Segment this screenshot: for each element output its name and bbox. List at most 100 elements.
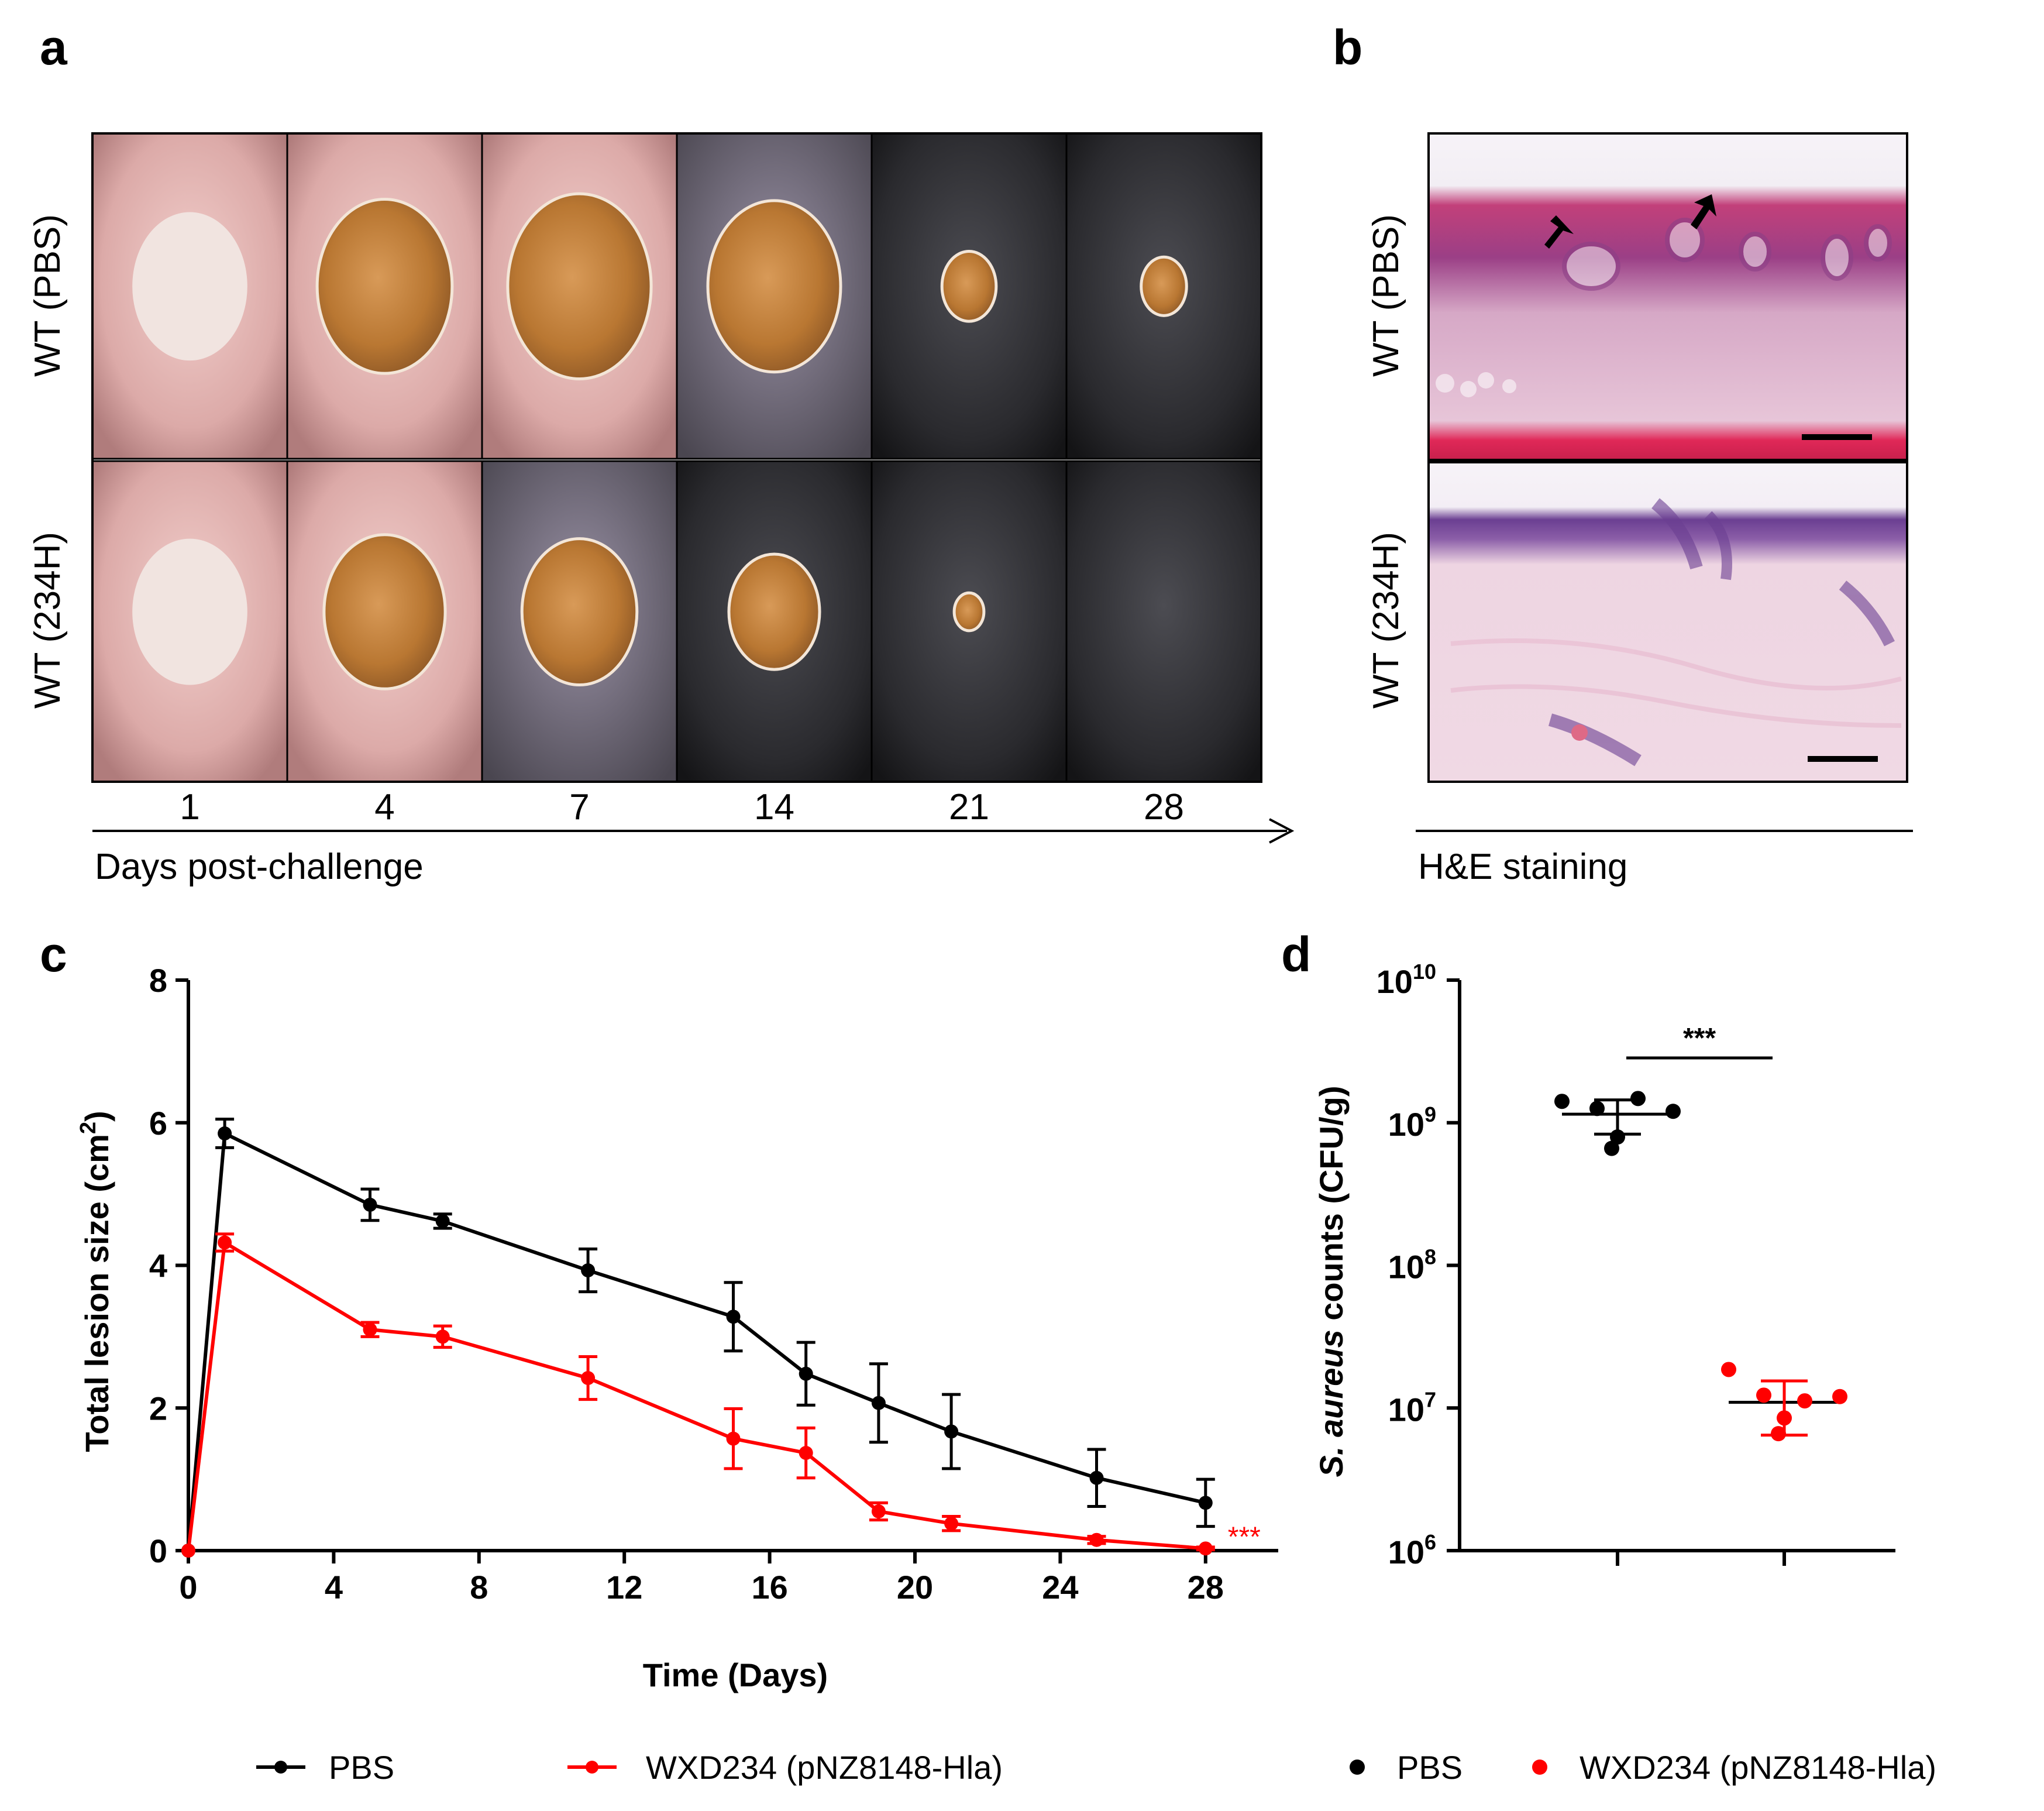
y-tick-label: 106	[1388, 1530, 1436, 1571]
data-point	[1089, 1532, 1104, 1547]
lesion-mark	[706, 199, 842, 374]
lesion-mark	[315, 197, 454, 375]
lesion-mark	[940, 250, 998, 323]
days-axis-caption: Days post-challenge	[95, 847, 424, 887]
data-point	[944, 1424, 959, 1439]
data-point	[1630, 1091, 1646, 1106]
data-point	[1666, 1104, 1681, 1119]
legend-c-marker-pbs	[274, 1761, 287, 1774]
lesion-size-chart: Total lesion size (cm2) Time (Days) 0246…	[76, 962, 1278, 1693]
y-tick-base: 10	[1388, 1249, 1424, 1286]
data-point	[944, 1516, 959, 1531]
photo-grid-border	[91, 132, 1262, 783]
panel-b-row-label-234h: WT (234H)	[1366, 532, 1406, 709]
day-labels: 1 4 7 14 21 28	[180, 787, 1184, 827]
legend-d-label-pbs: PBS	[1397, 1749, 1463, 1786]
y-tick-base: 10	[1388, 1534, 1424, 1571]
day-label: 4	[374, 787, 394, 827]
data-point	[1198, 1541, 1213, 1556]
chart-d-ylabel-rest: counts (CFU/g)	[1313, 1086, 1350, 1330]
arrow-icon	[1691, 194, 1716, 229]
chart-c-ylabel-sup: 2	[76, 1122, 101, 1134]
day-label: 21	[949, 787, 989, 827]
y-tick-label: 0	[149, 1532, 167, 1569]
lesion-mark	[132, 212, 247, 361]
panel-label-d: d	[1281, 927, 1311, 982]
y-tick-label: 6	[149, 1105, 167, 1142]
panel-b: WT (PBS) WT (234H) H&E sta	[1366, 132, 1913, 887]
x-tick-label: 4	[325, 1569, 343, 1606]
data-point	[1721, 1362, 1736, 1377]
data-point	[1777, 1410, 1792, 1426]
he-texture-pbs	[1436, 218, 1892, 397]
data-point	[1797, 1393, 1812, 1409]
data-point	[181, 1544, 195, 1558]
data-point	[799, 1446, 813, 1461]
data-point	[218, 1126, 232, 1141]
days-axis-arrow-icon	[1269, 818, 1295, 844]
day-label: 28	[1144, 787, 1184, 827]
data-point	[1604, 1140, 1619, 1156]
data-point	[218, 1235, 232, 1250]
y-tick-exponent: 7	[1424, 1387, 1436, 1411]
lesion-mark	[952, 591, 986, 633]
mouse-photo	[1065, 460, 1262, 783]
data-point	[726, 1310, 741, 1324]
y-tick-label: 1010	[1377, 960, 1436, 1000]
y-tick-base: 10	[1388, 1106, 1424, 1143]
y-tick-exponent: 6	[1424, 1530, 1436, 1554]
data-point	[363, 1322, 377, 1337]
arrow-icon	[1544, 215, 1574, 249]
legend-d-marker-pbs	[1350, 1760, 1365, 1775]
x-tick-label: 28	[1188, 1569, 1224, 1606]
data-point	[435, 1329, 450, 1344]
x-tick-label: 20	[897, 1569, 933, 1606]
y-tick-label: 107	[1388, 1387, 1436, 1428]
significance-annotation: ***	[1683, 1023, 1716, 1054]
y-tick-exponent: 10	[1413, 960, 1436, 984]
data-point	[1832, 1389, 1847, 1404]
data-point	[726, 1431, 741, 1446]
legend-d-label-wxd: WXD234 (pNZ8148-Hla)	[1580, 1749, 1936, 1786]
scale-bar-pbs	[1802, 434, 1872, 440]
chart-d-ylabel-italic: S. aureus	[1313, 1329, 1350, 1477]
data-point	[871, 1504, 886, 1518]
y-tick-label: 8	[149, 962, 167, 999]
lesion-mark	[322, 533, 447, 690]
legend-c-label-pbs: PBS	[329, 1749, 394, 1786]
y-tick-exponent: 8	[1424, 1245, 1436, 1269]
data-point	[799, 1366, 813, 1381]
data-point	[581, 1371, 596, 1386]
panel-a-row-label-234h: WT (234H)	[27, 532, 68, 709]
chart-d-ylabel: S. aureus counts (CFU/g)	[1313, 1086, 1350, 1477]
data-point	[1089, 1470, 1104, 1485]
data-point	[871, 1396, 886, 1410]
legend-c: PBS WXD234 (pNZ8148-Hla)	[256, 1749, 1003, 1786]
y-tick-label: 2	[149, 1390, 167, 1427]
legend-c-label-wxd: WXD234 (pNZ8148-Hla)	[646, 1749, 1003, 1786]
significance-annotation: ***	[1228, 1521, 1261, 1552]
data-point	[1771, 1426, 1786, 1442]
data-point	[363, 1197, 377, 1212]
data-point	[1554, 1094, 1570, 1109]
y-tick-base: 10	[1377, 963, 1413, 1000]
data-point	[1610, 1129, 1625, 1145]
panel-a: WT (PBS) WT (234H) 1 4 7 14 21 28 Days post-c…	[27, 132, 1295, 887]
data-point	[1589, 1101, 1605, 1116]
day-label: 14	[754, 787, 794, 827]
chart-c-xlabel: Time (Days)	[643, 1657, 828, 1693]
mouse-photo-grid	[91, 132, 1262, 783]
lesion-mark	[727, 552, 821, 671]
he-border-pbs	[1427, 132, 1908, 461]
panel-label-a: a	[40, 20, 68, 75]
series-line-0	[187, 1130, 1206, 1551]
legend-d-marker-wxd	[1532, 1760, 1547, 1775]
scale-bar-234h	[1808, 756, 1878, 762]
y-tick-label: 108	[1388, 1245, 1436, 1286]
he-border-234h	[1427, 461, 1908, 783]
x-tick-label: 8	[470, 1569, 488, 1606]
panel-b-row-label-pbs: WT (PBS)	[1366, 214, 1406, 377]
chart-c-ylabel-main: Total lesion size (cm	[78, 1134, 115, 1452]
panel-label-c: c	[40, 927, 67, 982]
data-point	[1756, 1387, 1771, 1403]
